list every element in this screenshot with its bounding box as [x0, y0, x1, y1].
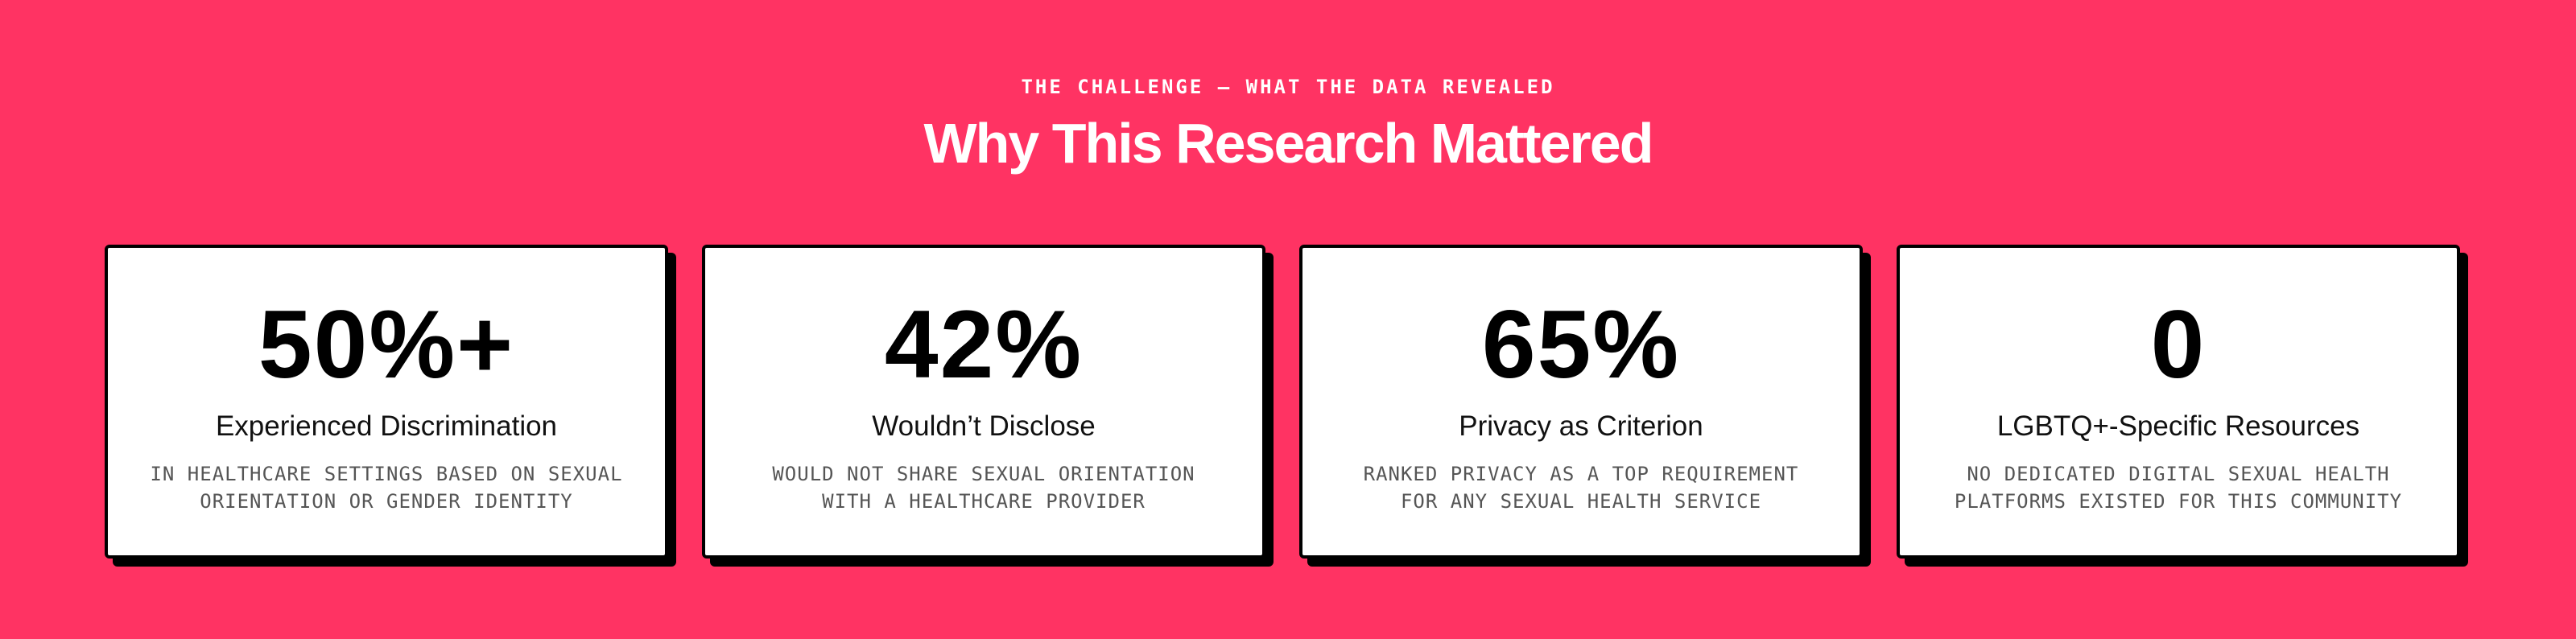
description-line: NO DEDICATED DIGITAL SEXUAL HEALTH	[1967, 463, 2390, 485]
stat-card: 65% Privacy as Criterion RANKED PRIVACY AS…	[1299, 245, 1863, 559]
eyebrow: THE CHALLENGE — WHAT THE DATA REVEALED	[1021, 76, 1555, 98]
description-line: IN HEALTHCARE SETTINGS BASED ON SEXUAL	[150, 463, 623, 485]
stat-card: 0 LGBTQ+-Specific Resources NO DEDICATED D…	[1897, 245, 2460, 559]
stat-label: Privacy as Criterion	[1459, 410, 1703, 442]
stat-description: IN HEALTHCARE SETTINGS BASED ON SEXUAL OR…	[108, 460, 665, 515]
stat-card: 42% Wouldn’t Disclose WOULD NOT SHARE SEXU…	[702, 245, 1265, 559]
stat-description: RANKED PRIVACY AS A TOP REQUIREMENT FOR A…	[1302, 460, 1860, 515]
description-line: WOULD NOT SHARE SEXUAL ORIENTATION	[772, 463, 1195, 485]
section-title: Why This Research Mattered	[923, 112, 1654, 175]
stat-value: 0	[2150, 291, 2207, 398]
stat-value: 65%	[1481, 291, 1681, 398]
description-line: FOR ANY SEXUAL HEALTH SERVICE	[1400, 490, 1762, 513]
stat-description: WOULD NOT SHARE SEXUAL ORIENTATION WITH A…	[705, 460, 1262, 515]
description-line: WITH A HEALTHCARE PROVIDER	[822, 490, 1146, 513]
description-line: RANKED PRIVACY AS A TOP REQUIREMENT	[1363, 463, 1799, 485]
description-line: ORIENTATION OR GENDER IDENTITY	[200, 490, 573, 513]
stat-card: 50%+ Experienced Discrimination IN HEALTHC…	[105, 245, 668, 559]
stat-cards: 50%+ Experienced Discrimination IN HEALTHC…	[105, 245, 2460, 559]
stat-description: NO DEDICATED DIGITAL SEXUAL HEALTH PLATFO…	[1900, 460, 2457, 515]
stat-label: LGBTQ+-Specific Resources	[1996, 410, 2360, 442]
stat-label: Experienced Discrimination	[215, 410, 558, 442]
stat-value: 42%	[884, 291, 1084, 398]
description-line: PLATFORMS EXISTED FOR THIS COMMUNITY	[1954, 490, 2403, 513]
stat-label: Wouldn’t Disclose	[872, 410, 1096, 442]
stat-value: 50%+	[258, 291, 515, 398]
